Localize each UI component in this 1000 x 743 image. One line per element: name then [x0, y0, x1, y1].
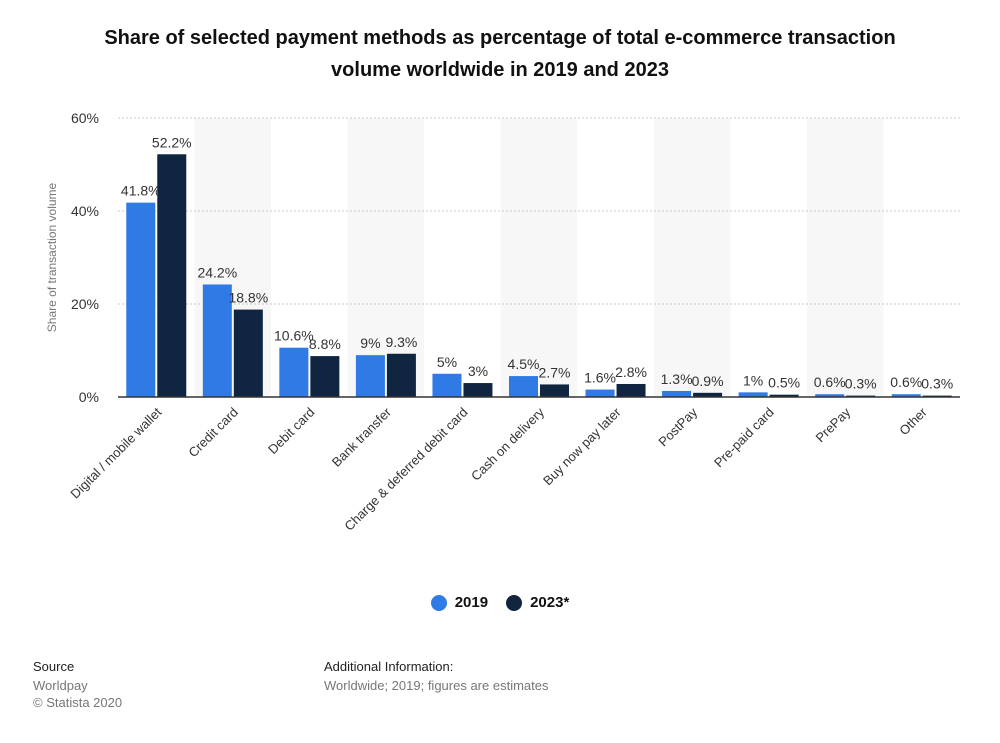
bar-2023-4[interactable] [463, 383, 493, 397]
chart-title: Share of selected payment methods as per… [40, 22, 960, 86]
x-tick-label-10: Other [896, 404, 930, 438]
data-label-2019-7: 1.3% [661, 371, 693, 387]
data-label-2019-10: 0.6% [890, 374, 922, 390]
data-label-2023-9: 0.3% [845, 376, 877, 392]
data-label-2019-2: 10.6% [274, 328, 314, 344]
y-axis-title: Share of transaction volume [45, 182, 59, 332]
source-heading: Source [33, 659, 75, 674]
x-tick-label-9: PrePay [813, 404, 854, 445]
x-tick-label-2: Debit card [265, 405, 318, 458]
data-label-2019-0: 41.8% [121, 183, 161, 199]
x-tick-label-3: Bank transfer [329, 404, 395, 470]
bar-2023-1[interactable] [233, 309, 263, 397]
bar-2023-0[interactable] [157, 154, 187, 397]
legend-label-2023: 2023* [530, 594, 570, 611]
x-tick-label-7: PostPay [655, 404, 700, 449]
bar-2019-2[interactable] [279, 347, 309, 397]
x-tick-label-5: Cash on delivery [468, 404, 547, 483]
legend-label-2019: 2019 [454, 594, 489, 611]
x-tick-label-8: Pre-paid card [711, 405, 777, 471]
category-band-5 [500, 118, 578, 397]
data-label-2023-4: 3% [468, 363, 488, 379]
bar-2019-10[interactable] [891, 394, 921, 397]
source-copyright[interactable]: © Statista 2020 [33, 695, 123, 710]
chart-legend: 2019 2023* [0, 594, 1000, 611]
bar-2023-6[interactable] [616, 383, 646, 397]
y-tick-label-20: 20% [71, 296, 99, 312]
bar-2019-1[interactable] [202, 284, 232, 397]
source-block: Source Worldpay © Statista 2020 [33, 659, 122, 711]
x-tick-label-0: Digital / mobile wallet [67, 404, 164, 501]
data-label-2019-3: 9% [360, 335, 380, 351]
bar-2023-7[interactable] [693, 392, 723, 397]
legend-item-2019[interactable]: 2019 [430, 594, 489, 611]
data-label-2019-6: 1.6% [584, 370, 616, 386]
data-label-2023-0: 52.2% [152, 134, 192, 150]
bar-2019-3[interactable] [355, 355, 385, 397]
bar-2023-3[interactable] [386, 353, 416, 397]
category-band-9 [806, 118, 884, 397]
data-label-2023-2: 8.8% [309, 336, 341, 352]
bar-2019-8[interactable] [738, 392, 768, 397]
source-name[interactable]: Worldpay [33, 678, 88, 693]
data-label-2023-8: 0.5% [768, 375, 800, 391]
additional-info-text: Worldwide; 2019; figures are estimates [324, 678, 549, 693]
chart-title-line-1: Share of selected payment methods as per… [104, 27, 896, 49]
data-label-2019-4: 5% [437, 354, 457, 370]
bar-chart: 0% 20% 40% 60% Share of transaction volume 41… [45, 110, 960, 534]
bar-2019-6[interactable] [585, 389, 615, 397]
bar-2023-8[interactable] [769, 394, 799, 397]
category-band-7 [653, 118, 731, 397]
data-label-2019-1: 24.2% [197, 264, 237, 280]
bar-2019-5[interactable] [509, 376, 538, 397]
data-label-2023-3: 9.3% [385, 334, 417, 350]
data-label-2023-7: 0.9% [692, 373, 724, 389]
y-tick-label-40: 40% [71, 203, 99, 219]
chart-title-line-2: volume worldwide in 2019 and 2023 [331, 59, 669, 81]
data-label-2023-5: 2.7% [539, 364, 571, 380]
bar-2023-2[interactable] [310, 356, 340, 397]
y-tick-label-0: 0% [79, 389, 99, 405]
data-label-2019-5: 4.5% [508, 356, 540, 372]
legend-dot-2023 [506, 594, 523, 611]
bar-2023-5[interactable] [540, 384, 569, 397]
data-label-2019-9: 0.6% [814, 374, 846, 390]
additional-info-heading: Additional Information: [324, 659, 454, 674]
x-tick-label-6: Buy now pay later [540, 404, 624, 488]
x-tick-label-4: Charge & deferred debit card [341, 405, 470, 534]
additional-info-block: Additional Information: Worldwide; 2019;… [324, 659, 548, 694]
y-tick-label-60: 60% [71, 110, 99, 126]
bar-2019-9[interactable] [815, 394, 845, 397]
bar-2019-7[interactable] [662, 390, 692, 397]
legend-item-2023[interactable]: 2023* [506, 594, 569, 611]
category-band-3 [347, 118, 425, 397]
legend-dot-2019 [430, 594, 447, 611]
bar-2019-4[interactable] [432, 373, 462, 397]
data-label-2019-8: 1% [743, 372, 763, 388]
data-label-2023-1: 18.8% [228, 290, 268, 306]
x-tick-label-1: Credit card [185, 405, 241, 461]
data-label-2023-10: 0.3% [921, 376, 953, 392]
bar-2019-0[interactable] [126, 202, 156, 397]
data-label-2023-6: 2.8% [615, 364, 647, 380]
